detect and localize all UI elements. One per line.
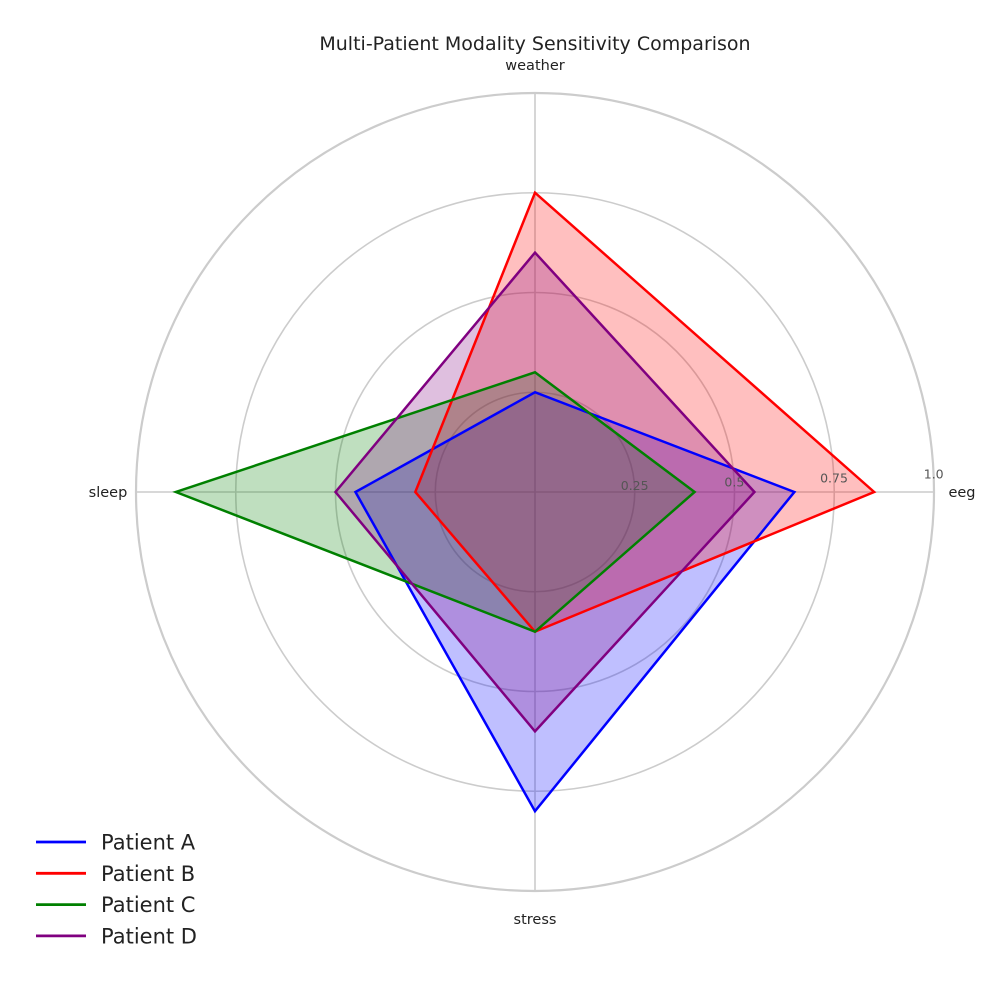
legend-label: Patient D xyxy=(101,924,197,948)
series-fill xyxy=(175,372,695,632)
tick-label: 1.0 xyxy=(924,467,944,482)
series-line xyxy=(413,190,877,634)
legend-label: Patient C xyxy=(101,893,195,917)
axis-label: weather xyxy=(505,58,564,74)
legend-label: Patient A xyxy=(101,831,196,855)
legend: Patient A Patient B Patient C Patient D xyxy=(36,831,197,948)
series-fill xyxy=(355,392,795,812)
series-fill xyxy=(335,252,755,732)
radial-tick-labels: 0.25 0.5 0.75 1.0 xyxy=(621,467,944,493)
series-line xyxy=(333,250,757,734)
legend-label: Patient B xyxy=(101,862,195,886)
series-line xyxy=(353,390,797,814)
tick-label: 0.75 xyxy=(820,471,848,486)
series-line xyxy=(172,370,697,634)
tick-label: 0.5 xyxy=(724,474,744,489)
radar-grid xyxy=(134,91,936,893)
series-fill xyxy=(415,192,875,632)
axis-label: stress xyxy=(514,912,557,928)
axis-labels: eeg weather sleep stress xyxy=(89,58,976,928)
axis-label: eeg xyxy=(948,485,975,501)
axis-label: sleep xyxy=(89,485,128,501)
series-lines xyxy=(172,190,877,814)
series-fills xyxy=(175,192,875,812)
tick-label: 0.25 xyxy=(621,478,649,493)
chart-title: Multi-Patient Modality Sensitivity Compa… xyxy=(319,33,750,55)
